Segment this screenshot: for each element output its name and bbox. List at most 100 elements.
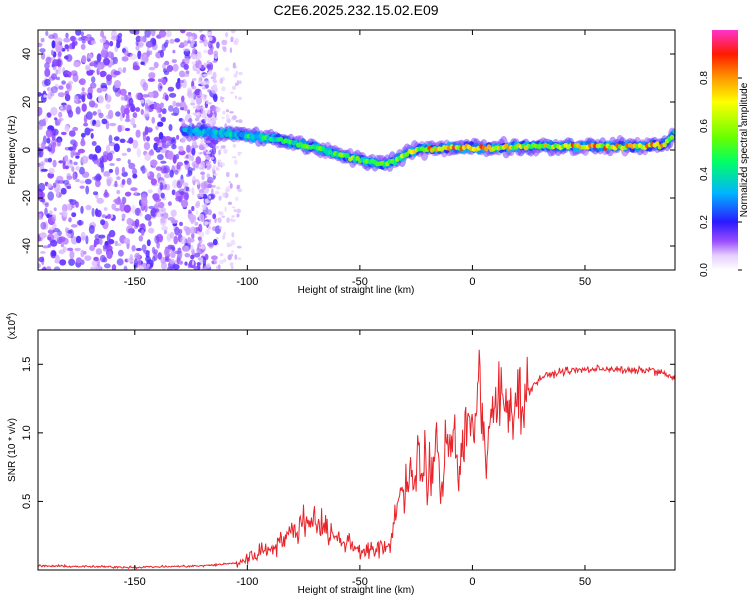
heatmap-noise-blob	[196, 180, 200, 185]
heatmap-noise-blob	[80, 132, 86, 138]
heatmap-noise-blob	[199, 40, 205, 44]
heatmap-noise-blob	[50, 91, 55, 97]
heatmap-noise-blob	[202, 174, 205, 178]
snr-axes: -150 -100 -50 0 50 0.5 1.0 1.5	[21, 330, 675, 588]
heatmap-noise-blob	[211, 226, 217, 232]
heatmap-noise-blob	[158, 113, 162, 118]
heatmap-noise-blob	[201, 204, 206, 207]
heatmap-noise-blob	[201, 106, 205, 110]
heatmap-noise-blob	[172, 100, 177, 107]
heatmap-noise-blob	[146, 50, 151, 58]
heatmap-noise-blob	[84, 37, 91, 42]
heatmap-noise-blob	[68, 130, 76, 137]
heatmap-noise-blob	[216, 237, 219, 240]
heatmap-noise-blob	[154, 235, 160, 244]
heatmap-noise-blob	[132, 173, 138, 179]
heatmap-noise-blob	[153, 61, 159, 69]
heatmap-noise-blob	[58, 160, 64, 164]
colorbar-tick-label: 0.6	[699, 119, 710, 133]
heatmap-noise-blob	[75, 257, 82, 264]
heatmap-noise-blob	[199, 231, 205, 238]
heatmap-noise-blob	[225, 189, 229, 193]
heatmap-noise-blob	[190, 244, 194, 251]
heatmap-noise-blob	[47, 157, 53, 163]
heatmap-noise-blob	[203, 49, 209, 54]
heatmap-noise-blob	[144, 108, 150, 118]
heatmap-noise-blob	[45, 266, 52, 270]
colorbar-tick-label: 0.2	[699, 215, 710, 229]
heatmap-noise-blob	[184, 261, 188, 266]
heatmap-noise-blob	[205, 154, 208, 159]
heatmap-noise-blob	[188, 209, 192, 214]
heatmap-noise-blob	[213, 93, 218, 102]
heatmap-noise-blob	[88, 53, 93, 60]
heatmap-noise-blob	[167, 266, 174, 270]
heatmap-noise-blob	[87, 128, 94, 132]
heatmap-noise-blob	[48, 210, 53, 216]
heatmap-noise-blob	[88, 100, 96, 108]
heatmap-noise-blob	[148, 72, 156, 79]
heatmap-noise-blob	[52, 59, 60, 67]
heatmap-noise-blob	[192, 78, 197, 81]
heatmap-noise-blob	[152, 38, 157, 45]
heatmap-noise-blob	[153, 102, 161, 110]
heatmap-noise-blob	[219, 259, 224, 265]
heatmap-noise-blob	[202, 81, 207, 86]
heatmap-noise-blob	[110, 35, 118, 41]
heatmap-noise-blob	[209, 120, 213, 125]
heatmap-noise-blob	[87, 40, 91, 45]
heatmap-noise-blob	[141, 94, 150, 98]
heatmap-noise-blob	[204, 144, 209, 148]
heatmap-noise-blob	[206, 109, 211, 115]
heatmap-noise-blob	[102, 44, 110, 49]
heatmap-noise-blob	[67, 109, 74, 118]
heatmap-noise-blob	[64, 125, 70, 132]
heatmap-noise-blob	[121, 56, 129, 62]
heatmap-noise-blob	[191, 61, 196, 65]
heatmap-noise-blob	[231, 250, 235, 254]
heatmap-noise-blob	[146, 263, 151, 268]
heatmap-noise-blob	[188, 152, 192, 162]
heatmap-noise-blob	[211, 188, 214, 194]
heatmap-ridge-cell	[672, 129, 675, 135]
heatmap-noise-blob	[192, 112, 196, 115]
heatmap-noise-blob	[182, 73, 190, 77]
heatmap-noise-blob	[50, 86, 58, 94]
heatmap-noise-blob	[41, 198, 46, 203]
heatmap-noise-blob	[200, 182, 207, 190]
heatmap-noise-blob	[185, 226, 191, 236]
heatmap-noise-blob	[44, 68, 51, 77]
heatmap-noise-blob	[151, 116, 155, 124]
heatmap-noise-blob	[189, 226, 197, 235]
heatmap-noise-blob	[191, 187, 195, 196]
heatmap-noise-blob	[237, 245, 242, 249]
heatmap-noise-blob	[52, 159, 57, 168]
heatmap-noise-blob	[124, 191, 132, 197]
heatmap-noise-blob	[185, 70, 190, 75]
heatmap-noise-blob	[38, 263, 41, 269]
heatmap-noise-blob	[218, 149, 221, 156]
heatmap-noise-blob	[43, 94, 47, 98]
heatmap-y-tick-label: -40	[21, 238, 33, 254]
heatmap-noise-blob	[68, 258, 75, 266]
heatmap-noise-blob	[230, 91, 234, 94]
heatmap-noise-blob	[123, 107, 130, 115]
heatmap-noise-blob	[53, 232, 60, 241]
heatmap-noise-blob	[238, 119, 243, 123]
heatmap-noise-blob	[165, 30, 172, 38]
heatmap-noise-blob	[67, 233, 71, 239]
heatmap-noise-blob	[225, 113, 230, 120]
heatmap-noise-blob	[145, 266, 149, 270]
heatmap-noise-blob	[225, 109, 230, 113]
heatmap-noise-blob	[61, 80, 66, 85]
heatmap-noise-blob	[171, 138, 176, 143]
heatmap-noise-blob	[161, 108, 167, 115]
heatmap-noise-blob	[57, 65, 62, 75]
heatmap-noise-blob	[47, 243, 52, 248]
heatmap-noise-blob	[236, 208, 242, 214]
heatmap-noise-blob	[197, 53, 202, 59]
heatmap-noise-blob	[199, 246, 202, 249]
heatmap-noise-blob	[47, 183, 52, 189]
heatmap-noise-blob	[213, 90, 216, 95]
heatmap-noise-blob	[91, 141, 97, 146]
